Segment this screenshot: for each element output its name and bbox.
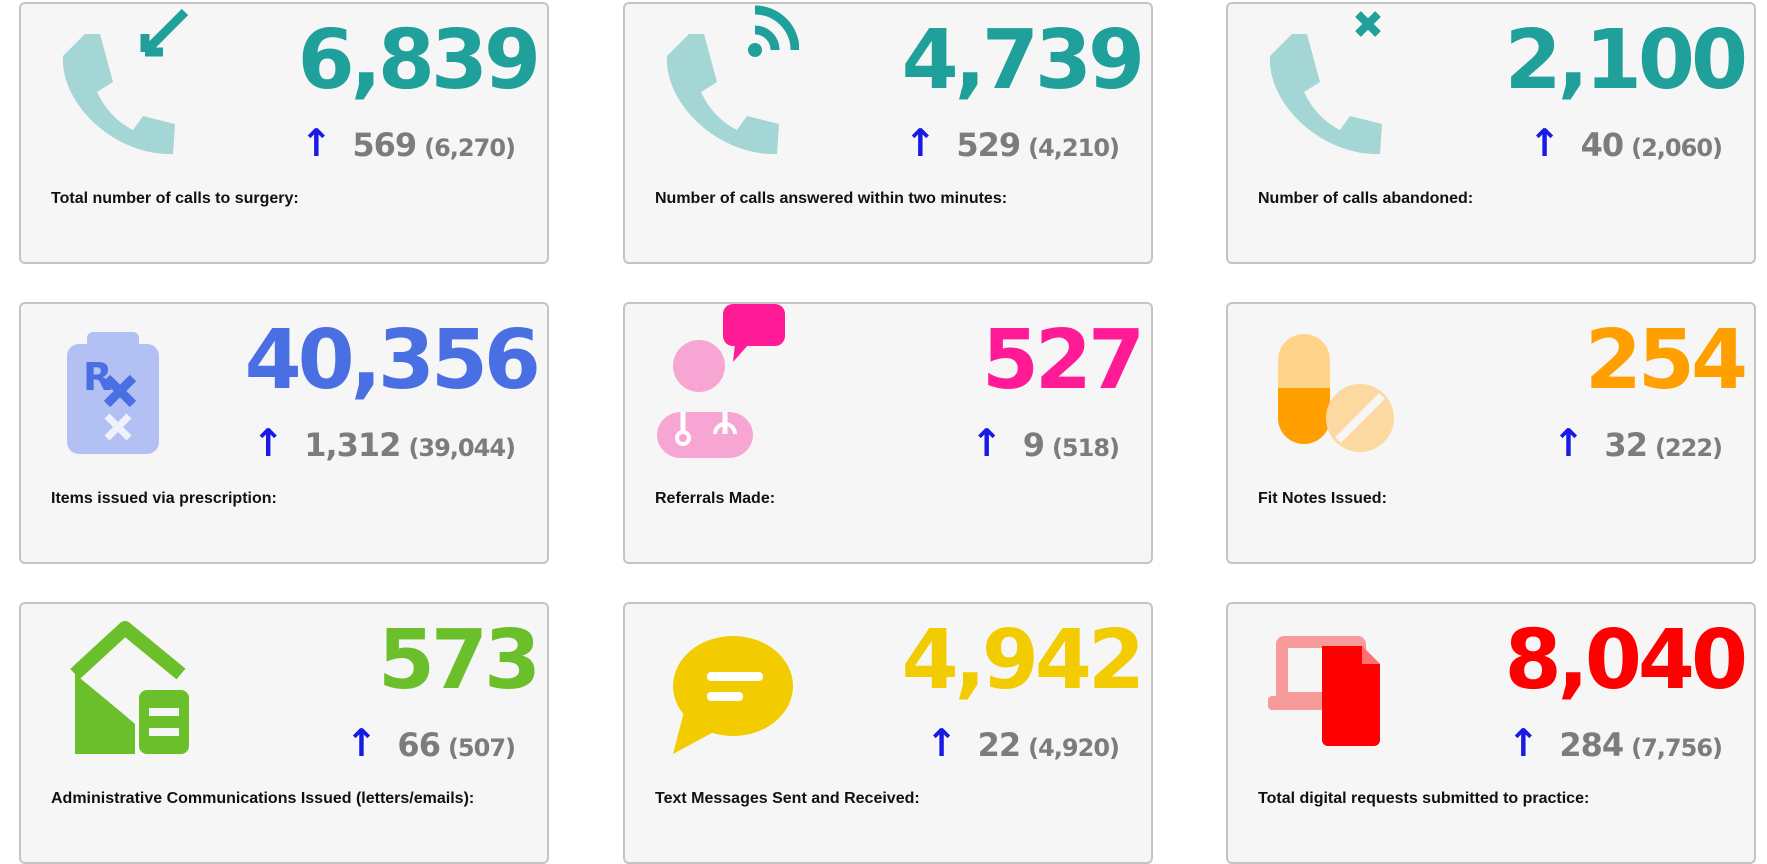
change-value: 9 <box>1022 426 1045 464</box>
stat-card-fit-notes: 254 ↑ 32 (222) Fit Notes Issued: <box>1226 302 1756 564</box>
stat-label: Number of calls answered within two minu… <box>655 190 1008 207</box>
pills-icon <box>1252 304 1402 464</box>
prescription-icon: R <box>45 304 195 464</box>
change-value: 66 <box>397 726 441 764</box>
arrow-up-icon: ↑ <box>904 121 937 165</box>
previous-value: (507) <box>447 734 516 762</box>
previous-value: (6,270) <box>424 134 516 162</box>
stat-value: 4,942 <box>901 613 1145 708</box>
stat-value: 527 <box>981 313 1145 408</box>
stat-change: ↑ 1,312 (39,044) <box>252 421 516 465</box>
arrow-up-icon: ↑ <box>252 421 285 465</box>
stat-change: ↑ 22 (4,920) <box>925 721 1120 765</box>
stat-label: Total number of calls to surgery: <box>51 190 299 207</box>
arrow-up-icon: ↑ <box>1528 121 1561 165</box>
stat-change: ↑ 284 (7,756) <box>1508 724 1723 764</box>
stat-card-calls-abandoned: 2,100 ↑ 40 (2,060) Number of calls aband… <box>1226 2 1756 264</box>
stat-label: Total digital requests submitted to prac… <box>1258 790 1590 807</box>
stat-value: 8,040 <box>1504 613 1748 708</box>
stat-label: Items issued via prescription: <box>51 490 277 507</box>
stat-card-calls-answered: 4,739 ↑ 529 (4,210) Number of calls answ… <box>623 2 1153 264</box>
svg-text:R: R <box>83 355 112 399</box>
change-value: 22 <box>977 726 1022 764</box>
previous-value: (39,044) <box>408 434 516 462</box>
change-value: 569 <box>352 126 417 164</box>
digital-document-icon <box>1252 604 1402 764</box>
stat-value: 2,100 <box>1504 13 1748 108</box>
arrow-up-icon: ↑ <box>345 721 378 765</box>
stat-value: 254 <box>1584 313 1748 408</box>
stat-change: ↑ 40 (2,060) <box>1528 121 1723 165</box>
missed-call-icon <box>1252 4 1402 164</box>
stat-card-total-calls: 6,839 ↑ 569 (6,270) Total number of call… <box>19 2 549 264</box>
stat-label: Number of calls abandoned: <box>1258 190 1474 207</box>
stat-value: 6,839 <box>297 13 541 108</box>
arrow-up-icon: ↑ <box>300 121 333 165</box>
mailbox-house-icon <box>45 604 195 764</box>
stat-card-referrals: 527 ↑ 9 (518) Referrals Made: <box>623 302 1153 564</box>
doctor-chat-icon <box>649 304 799 464</box>
previous-value: (4,920) <box>1028 734 1120 762</box>
previous-value: (7,756) <box>1631 734 1723 762</box>
previous-value: (222) <box>1654 434 1723 462</box>
incoming-call-icon <box>45 4 195 164</box>
stat-change: ↑ 66 (507) <box>345 721 516 765</box>
previous-value: (518) <box>1051 434 1120 462</box>
change-value: 1,312 <box>304 426 401 464</box>
arrow-up-icon: ↑ <box>925 721 958 765</box>
stat-card-digital-requests: 8,040 ↑ 284 (7,756) Total digital reques… <box>1226 602 1756 864</box>
stat-change: ↑ 529 (4,210) <box>905 124 1120 164</box>
stat-card-prescriptions: R 40,356 ↑ 1,312 (39,044) Items issued v… <box>19 302 549 564</box>
stat-value: 4,739 <box>901 13 1145 108</box>
stat-label: Fit Notes Issued: <box>1258 490 1387 507</box>
stat-change: ↑ 569 (6,270) <box>301 124 516 164</box>
change-value: 284 <box>1559 726 1624 764</box>
stat-label: Referrals Made: <box>655 490 776 507</box>
stat-value: 573 <box>377 613 541 708</box>
arrow-up-icon: ↑ <box>970 421 1003 465</box>
change-value: 529 <box>956 126 1021 164</box>
stat-label: Text Messages Sent and Received: <box>655 790 920 807</box>
speech-bubble-icon <box>649 604 799 764</box>
previous-value: (2,060) <box>1631 134 1723 162</box>
stat-change: ↑ 9 (518) <box>970 421 1120 465</box>
stat-label: Administrative Communications Issued (le… <box>51 790 475 807</box>
calling-phone-icon <box>649 4 799 164</box>
stat-value: 40,356 <box>244 313 541 408</box>
previous-value: (4,210) <box>1028 134 1120 162</box>
stat-change: ↑ 32 (222) <box>1552 421 1723 465</box>
change-value: 40 <box>1580 126 1625 164</box>
arrow-up-icon: ↑ <box>1552 421 1585 465</box>
change-value: 32 <box>1604 426 1648 464</box>
stat-card-admin-communications: 573 ↑ 66 (507) Administrative Communicat… <box>19 602 549 864</box>
arrow-up-icon: ↑ <box>1507 721 1540 765</box>
stat-card-text-messages: 4,942 ↑ 22 (4,920) Text Messages Sent an… <box>623 602 1153 864</box>
